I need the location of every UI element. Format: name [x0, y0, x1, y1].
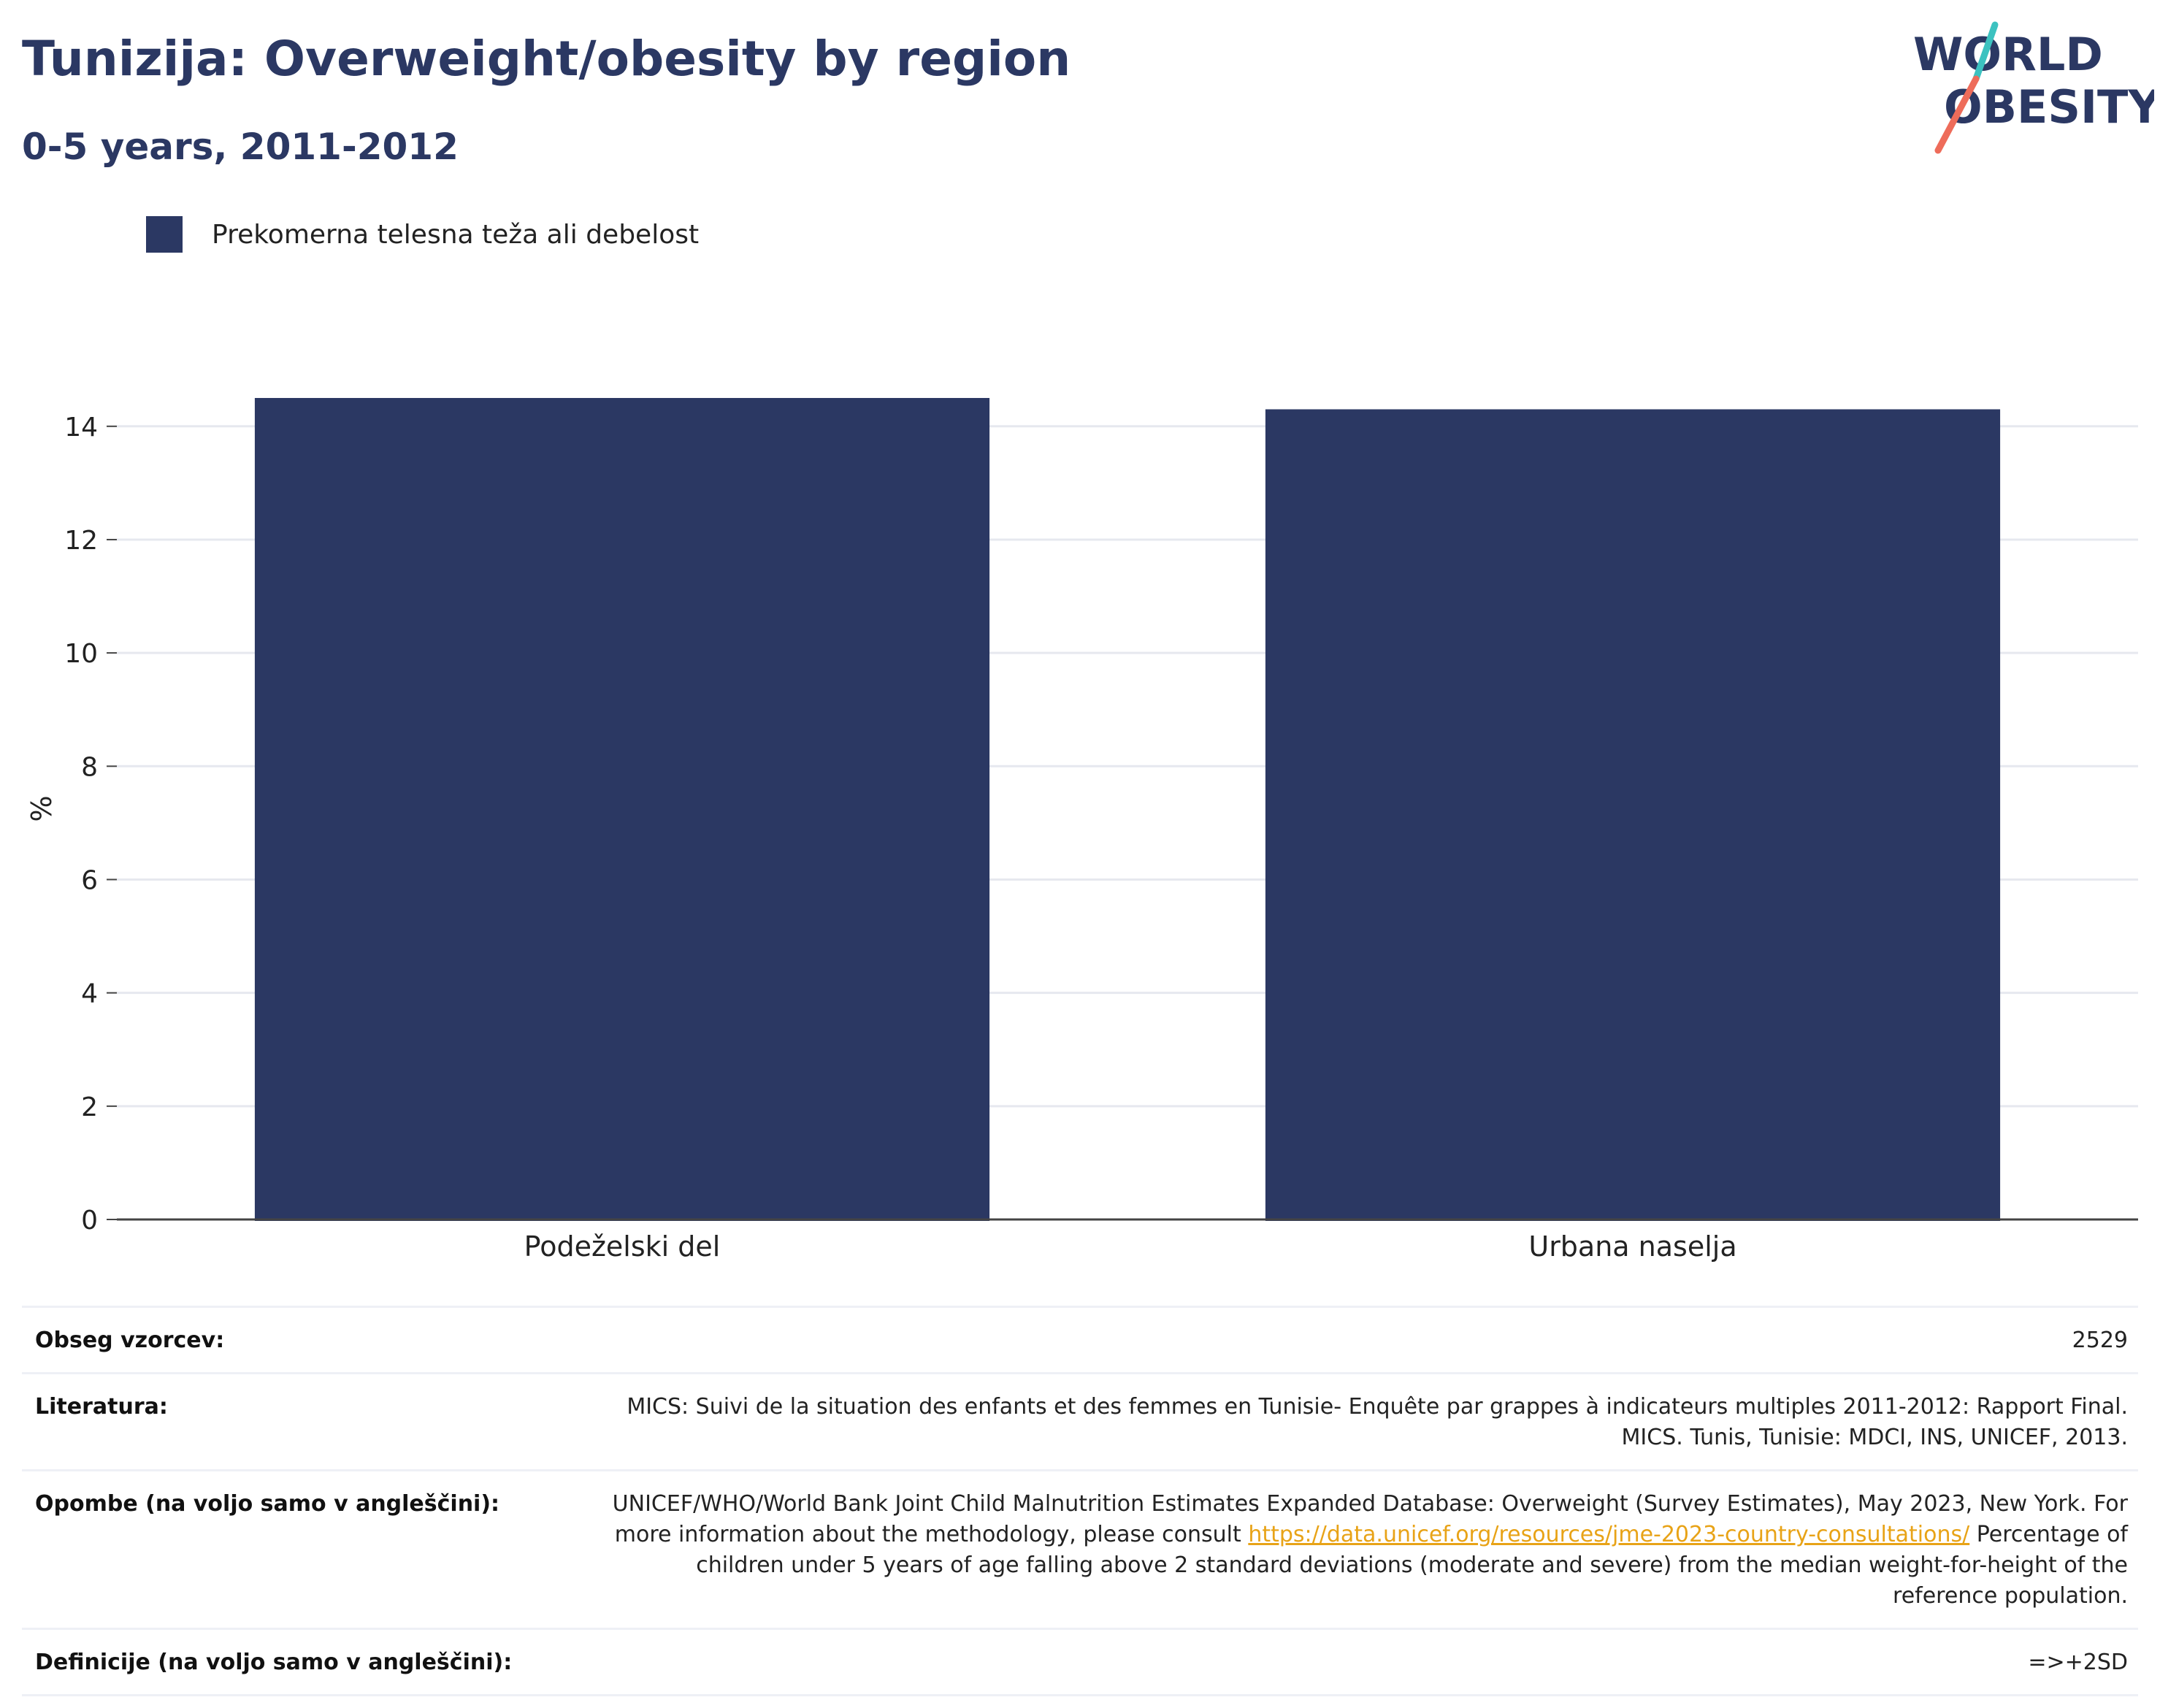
y-axis-label: %: [26, 795, 58, 822]
info-row-literature: Literatura: MICS: Suivi de la situation …: [22, 1374, 2138, 1471]
info-table: Obseg vzorcev: 2529 Literatura: MICS: Su…: [22, 1306, 2138, 1696]
sample-size-label: Obseg vzorcev:: [35, 1328, 225, 1353]
chart-subtitle: 0-5 years, 2011-2012: [22, 126, 459, 168]
axes: 0 2 4 6 8 10 12 14 Podeželski del Urbana naselja%: [26, 413, 2138, 1263]
legend-swatch: [146, 216, 183, 253]
y-tick-label: 10: [64, 639, 98, 669]
bars: [254, 398, 2001, 1221]
bar: [1265, 409, 2001, 1221]
logo-text-world: WORLD: [1913, 28, 2103, 81]
methodology-link[interactable]: https://data.unicef.org/resources/jme-20…: [1248, 1522, 1970, 1547]
y-tick-label: 2: [81, 1092, 98, 1122]
y-tick-label: 8: [81, 752, 98, 782]
bar-chart: 0 2 4 6 8 10 12 14 Podeželski del Urbana naselja%: [26, 398, 2138, 1263]
y-tick-label: 14: [64, 413, 98, 443]
literature-label: Literatura:: [35, 1394, 168, 1420]
chart-legend[interactable]: Prekomerna telesna teža ali debelost: [146, 216, 699, 253]
notes-label: Opombe (na voljo samo v angleščini):: [35, 1491, 500, 1517]
chart-title: Tunizija: Overweight/obesity by region: [22, 31, 1071, 87]
definitions-value: =>+2SD: [2028, 1650, 2128, 1675]
info-row-definitions: Definicije (na voljo samo v angleščini):…: [22, 1630, 2138, 1696]
notes-text-before: UNICEF/WHO/World Bank Joint Child Malnut…: [612, 1491, 2128, 1547]
y-tick-label: 6: [81, 865, 98, 895]
notes-value: UNICEF/WHO/World Bank Joint Child Malnut…: [609, 1489, 2128, 1612]
x-tick-label: Urbana naselja: [1528, 1230, 1736, 1263]
logo-slash-bottom: [1934, 75, 1980, 154]
info-row-sample-size: Obseg vzorcev: 2529: [22, 1308, 2138, 1374]
x-tick-label: Podeželski del: [524, 1230, 721, 1263]
literature-value: MICS: Suivi de la situation des enfants …: [627, 1394, 2128, 1450]
bar: [254, 398, 990, 1221]
info-row-notes: Opombe (na voljo samo v angleščini): UNI…: [22, 1471, 2138, 1630]
y-tick-label: 4: [81, 979, 98, 1009]
logo-text-obesity: OBESITY: [1944, 80, 2154, 134]
definitions-label: Definicije (na voljo samo v angleščini):: [35, 1650, 513, 1675]
sample-size-value: 2529: [2072, 1328, 2128, 1353]
world-obesity-logo: WORLD OBESITY: [1913, 21, 2154, 154]
y-tick-label: 12: [64, 526, 98, 556]
y-tick-label: 0: [81, 1206, 98, 1236]
legend-label: Prekomerna telesna teža ali debelost: [212, 219, 700, 250]
notes-text-after: Percentage of children under 5 years of …: [696, 1522, 2128, 1609]
logo-slash-top: [1972, 21, 1999, 83]
